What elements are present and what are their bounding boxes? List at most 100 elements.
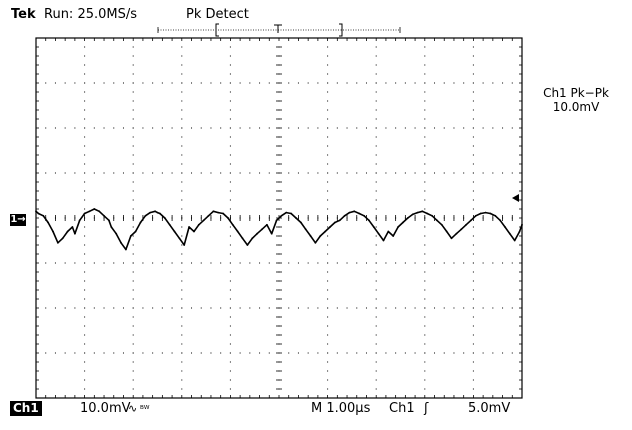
ch1-ground-marker: 1→ bbox=[10, 214, 26, 226]
trace-point bbox=[159, 212, 161, 215]
trace-point bbox=[188, 226, 191, 228]
trace-point bbox=[251, 237, 254, 240]
trace-point bbox=[71, 226, 74, 228]
trace-point bbox=[324, 230, 327, 233]
trace-point bbox=[382, 239, 385, 242]
trace-point bbox=[470, 219, 472, 222]
trace-point bbox=[74, 232, 76, 235]
trace-point bbox=[489, 212, 492, 215]
trace-point bbox=[120, 241, 122, 244]
trace-point bbox=[465, 223, 467, 226]
trace-point bbox=[241, 237, 244, 240]
trace-point bbox=[236, 230, 239, 233]
trace-point bbox=[445, 230, 448, 233]
trace-point bbox=[37, 212, 40, 215]
trace-point bbox=[139, 221, 142, 224]
graticule bbox=[35, 37, 523, 399]
trace-point bbox=[479, 212, 482, 215]
trace-point bbox=[406, 217, 409, 219]
trace-point bbox=[319, 235, 322, 237]
trace-point bbox=[455, 232, 458, 235]
trace-point bbox=[338, 219, 341, 222]
trace-point bbox=[110, 226, 113, 228]
measurement-value: 10.0mV bbox=[552, 100, 600, 114]
brand-label: Tek bbox=[11, 7, 36, 22]
trace-point bbox=[436, 219, 438, 222]
trace-point bbox=[474, 214, 477, 217]
ch1-badge: Ch1 bbox=[10, 401, 42, 416]
trace-point bbox=[285, 211, 288, 214]
trace-point bbox=[83, 212, 86, 215]
trace-point bbox=[144, 214, 147, 217]
run-status: Run: 25.0MS/s bbox=[44, 7, 138, 22]
trigger-point-marker bbox=[274, 24, 282, 33]
trace-point bbox=[193, 230, 195, 233]
trace-point bbox=[156, 211, 159, 214]
trace-point bbox=[202, 219, 205, 222]
trace-point bbox=[129, 235, 132, 237]
trace-point bbox=[348, 211, 351, 214]
trace-point bbox=[103, 214, 105, 217]
trigger-level: 5.0mV bbox=[468, 401, 511, 416]
measurement-name: Ch1 Pk−Pk bbox=[543, 86, 609, 100]
ch1-waveform-trace bbox=[35, 208, 523, 251]
trace-point bbox=[397, 226, 399, 228]
trace-point bbox=[47, 221, 49, 224]
trace-point bbox=[504, 226, 506, 228]
trace-point bbox=[421, 210, 424, 213]
trace-point bbox=[275, 219, 278, 222]
trace-point bbox=[108, 219, 110, 222]
trigger-slope-icon: ʃ bbox=[424, 401, 429, 416]
trace-point bbox=[295, 217, 297, 219]
trace-point bbox=[431, 214, 433, 217]
trace-point bbox=[256, 232, 258, 235]
trace-point bbox=[93, 208, 96, 210]
trace-point bbox=[411, 213, 414, 216]
trace-points bbox=[35, 208, 523, 251]
trace-point bbox=[173, 230, 176, 233]
trace-point bbox=[358, 212, 361, 215]
timebase: M 1.00µs bbox=[311, 401, 371, 416]
trace-point bbox=[154, 210, 157, 213]
window-left-bracket bbox=[215, 23, 219, 37]
trace-point bbox=[52, 230, 54, 233]
trace-point bbox=[217, 211, 220, 214]
trace-point bbox=[207, 214, 210, 217]
vertical-scale: 10.0mV bbox=[80, 401, 131, 416]
trace-point bbox=[246, 244, 249, 246]
trace-point bbox=[392, 235, 395, 237]
trace-point bbox=[212, 210, 215, 213]
trace-point bbox=[98, 210, 101, 213]
window-right-bracket bbox=[339, 23, 343, 37]
trace-point bbox=[78, 219, 81, 222]
trace-point bbox=[168, 223, 171, 226]
trace-point bbox=[163, 217, 166, 219]
trace-point bbox=[88, 210, 91, 213]
trace-point bbox=[402, 221, 404, 224]
trace-point bbox=[329, 226, 331, 228]
trace-point bbox=[178, 237, 181, 240]
trace-point bbox=[222, 212, 225, 215]
trace-point bbox=[309, 235, 312, 237]
trace-point bbox=[280, 214, 283, 217]
trace-point bbox=[304, 228, 307, 231]
acquire-mode: Pk Detect bbox=[186, 7, 249, 22]
bandwidth-limit-icon: ᴮᵂ bbox=[140, 405, 150, 415]
trace-point bbox=[183, 244, 186, 246]
trace-point bbox=[363, 214, 365, 217]
trace-point bbox=[513, 239, 516, 242]
trace-point bbox=[197, 223, 200, 226]
trace-point bbox=[334, 221, 336, 224]
trace-point bbox=[343, 214, 346, 217]
trace-point bbox=[134, 230, 137, 233]
trace-point bbox=[416, 211, 419, 214]
coupling-icon: ∿ bbox=[128, 402, 138, 415]
trace-point bbox=[377, 232, 380, 235]
trace-point bbox=[484, 211, 487, 214]
trace-point bbox=[66, 230, 69, 233]
trace-point bbox=[290, 212, 292, 215]
trace-point bbox=[42, 214, 45, 217]
trace-point bbox=[518, 230, 521, 233]
trace-point bbox=[57, 241, 59, 244]
